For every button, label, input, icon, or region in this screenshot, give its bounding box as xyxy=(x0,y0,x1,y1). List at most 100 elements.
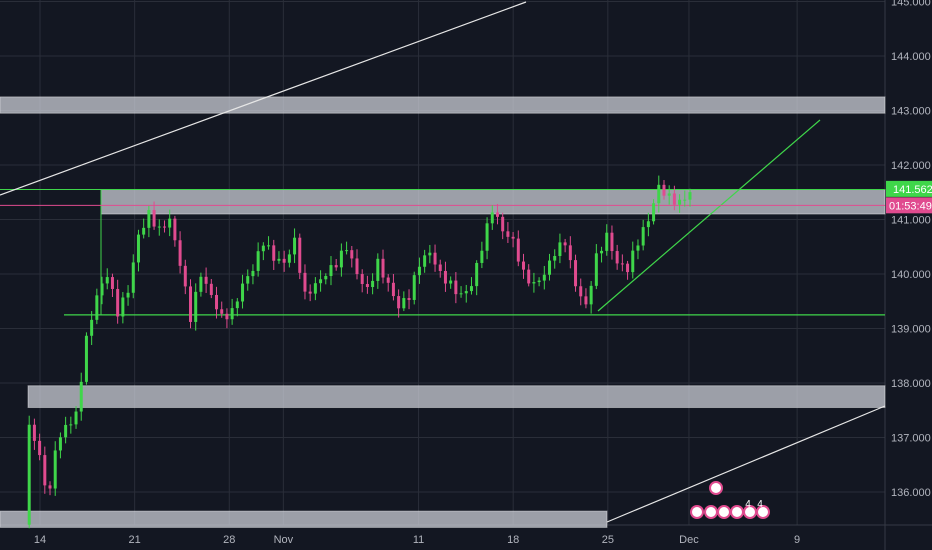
y-tick-label: 143.000 xyxy=(891,106,931,118)
candle-body xyxy=(678,199,682,205)
candle-body xyxy=(584,296,588,305)
lower-white-trendline xyxy=(606,405,886,523)
candle-body xyxy=(256,251,260,271)
x-tick-label: Dec xyxy=(679,534,699,546)
candle-body xyxy=(142,227,146,235)
event-marker-label: 4 xyxy=(745,499,751,510)
candle-body xyxy=(386,277,390,283)
x-tick-label: Nov xyxy=(274,534,294,546)
candle-body xyxy=(589,285,593,305)
candle-body xyxy=(261,245,265,252)
green-trendline xyxy=(597,119,821,312)
candle-body xyxy=(110,277,114,289)
candle-body xyxy=(194,291,198,322)
candle-body xyxy=(69,424,73,426)
countdown-tag-label: 01:53:49 xyxy=(889,200,932,212)
candle-body xyxy=(542,274,546,281)
candle-body xyxy=(209,283,213,295)
candle-body xyxy=(84,335,88,382)
candle-body xyxy=(355,258,359,275)
candle-body xyxy=(485,223,489,251)
candle-body xyxy=(553,256,557,261)
candle-body xyxy=(428,252,432,256)
candle-body xyxy=(402,298,406,309)
candle-body xyxy=(605,232,609,251)
candle-body xyxy=(282,258,286,263)
candle-body xyxy=(298,237,302,273)
candle-body xyxy=(152,210,156,227)
x-tick-label: 18 xyxy=(507,534,519,546)
candle-body xyxy=(105,277,109,284)
candle-body xyxy=(360,274,364,284)
candle-body xyxy=(241,283,245,302)
event-marker-icon xyxy=(756,505,770,519)
candle-body xyxy=(126,292,130,298)
candle-body xyxy=(235,301,239,309)
candle-body xyxy=(345,250,349,252)
candle-body xyxy=(610,232,614,252)
candle-body xyxy=(527,269,531,284)
candle-body xyxy=(662,184,666,196)
candle-body xyxy=(95,295,99,320)
x-tick-label: 21 xyxy=(129,534,141,546)
candle-body xyxy=(371,280,375,288)
candle-body xyxy=(516,238,520,262)
candle-body xyxy=(688,192,692,200)
candle-body xyxy=(173,218,177,241)
price-tag-label: 141.562 xyxy=(893,184,932,196)
candle-body xyxy=(303,272,307,292)
candle-body xyxy=(433,252,437,265)
candle-body xyxy=(501,216,505,232)
candle-body xyxy=(646,221,650,228)
y-tick-label: 138.000 xyxy=(891,378,931,390)
candle-body xyxy=(376,258,380,281)
candle-body xyxy=(32,424,36,441)
event-marker-icon xyxy=(704,505,718,519)
candle-body xyxy=(38,440,42,456)
candle-body xyxy=(672,193,676,205)
candle-body xyxy=(116,288,120,317)
candle-body xyxy=(495,212,499,217)
candle-body xyxy=(131,262,135,293)
candle-body xyxy=(64,424,68,438)
candle-body xyxy=(324,276,328,280)
candle-body xyxy=(464,291,468,294)
candle-body xyxy=(667,193,671,196)
candle-body xyxy=(469,286,473,292)
candle-body xyxy=(168,218,172,228)
candle-body xyxy=(43,455,47,486)
upper-white-trendline xyxy=(0,1,527,196)
candle-body xyxy=(480,250,484,263)
candle-body xyxy=(313,283,317,294)
event-marker-icon xyxy=(730,505,744,519)
y-tick-label: 137.000 xyxy=(891,433,931,445)
candle-body xyxy=(537,280,541,283)
candle-body xyxy=(136,234,140,263)
candle-body xyxy=(683,199,687,201)
candle-body xyxy=(365,283,369,288)
candle-body xyxy=(417,266,421,276)
candle-body xyxy=(594,253,598,286)
candle-body xyxy=(443,270,447,284)
candle-body xyxy=(574,260,578,287)
y-tick-label: 136.000 xyxy=(891,487,931,499)
candle-body xyxy=(74,411,78,425)
y-tick-label: 142.000 xyxy=(891,160,931,172)
x-tick-label: 11 xyxy=(413,534,424,546)
zone-rectangle xyxy=(0,96,886,114)
candle-body xyxy=(558,242,562,257)
candle-body xyxy=(90,319,94,336)
candle-body xyxy=(381,258,385,278)
candle-body xyxy=(397,296,401,309)
candle-body xyxy=(438,264,442,271)
candle-body xyxy=(631,250,635,273)
candle-body xyxy=(657,184,661,204)
candle-body xyxy=(511,236,515,239)
candle-body xyxy=(522,261,525,270)
candle-body xyxy=(339,250,343,268)
candle-body xyxy=(204,276,208,284)
candle-body xyxy=(626,263,630,273)
x-tick-label: 28 xyxy=(223,534,235,546)
